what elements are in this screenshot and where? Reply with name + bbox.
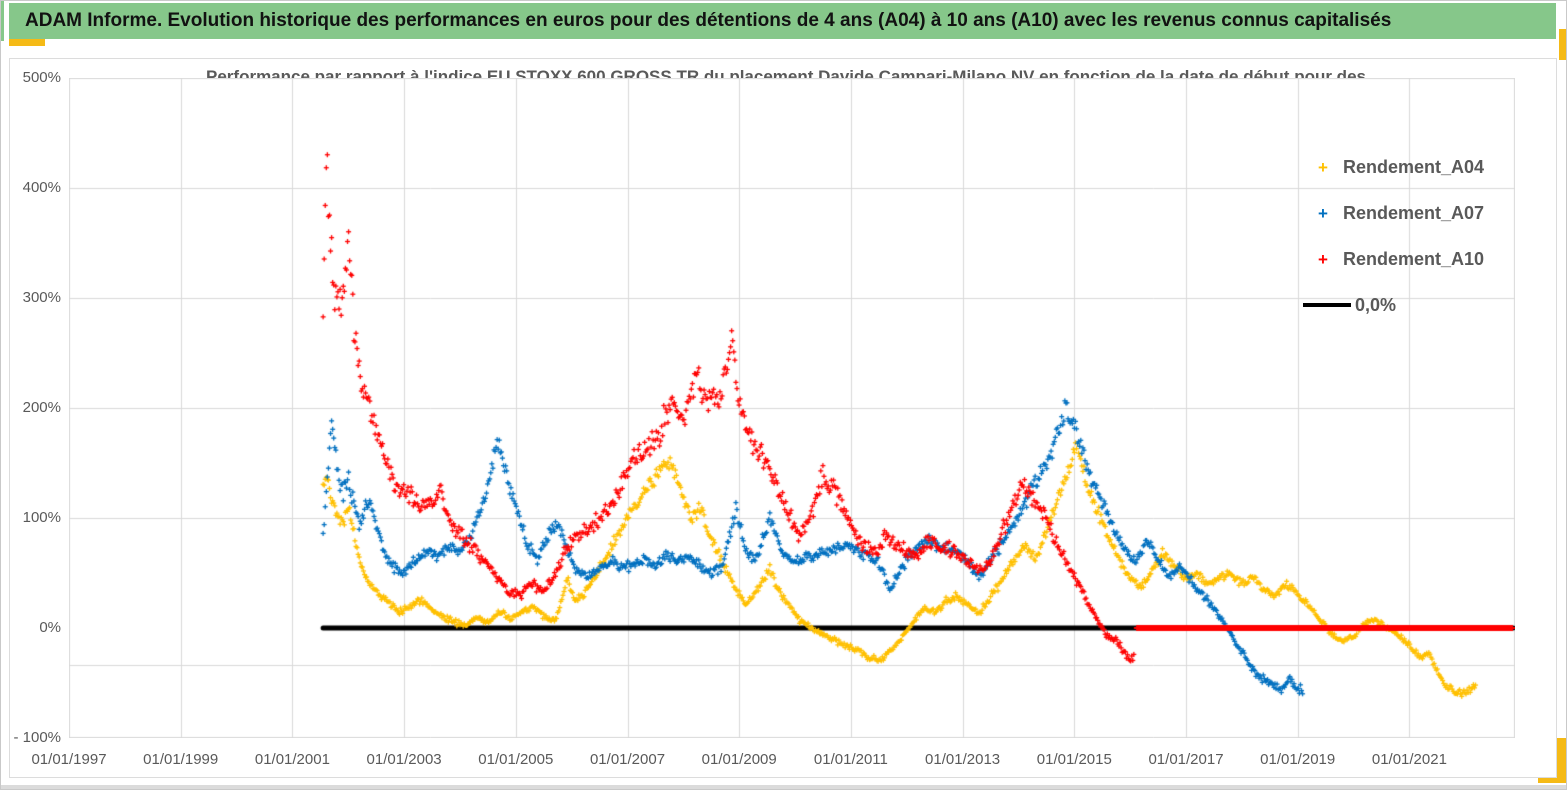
header-banner-cell[interactable]: ADAM Informe. Evolution historique des p…	[9, 3, 1556, 39]
y-axis-tick-label: 0%	[39, 619, 61, 636]
x-axis-tick-label: 01/01/1999	[143, 751, 219, 768]
plus-marker-icon: +	[1318, 157, 1328, 177]
corner-accent-bottom-right-horizontal	[1538, 774, 1566, 783]
legend-label: Rendement_A10	[1343, 248, 1485, 269]
x-axis-tick-label: 01/01/2021	[1371, 751, 1447, 768]
chart-legend: + Rendement_A04 + Rendement_A07 + Rendem…	[1303, 144, 1513, 328]
legend-item-rendement-a07[interactable]: + Rendement_A07	[1303, 190, 1513, 236]
bottom-gray-strip	[1, 785, 1566, 789]
legend-label: Rendement_A07	[1343, 202, 1485, 223]
legend-item-rendement-a04[interactable]: + Rendement_A04	[1303, 144, 1513, 190]
y-axis-tick-label: 500%	[22, 69, 61, 86]
x-axis-tick-label: 01/01/2001	[254, 751, 330, 768]
x-axis-tick-label: 01/01/2007	[589, 751, 666, 768]
x-axis-tick-label: 01/01/2003	[366, 751, 442, 768]
header-banner-title: ADAM Informe. Evolution historique des p…	[25, 10, 1392, 31]
legend-label: Rendement_A04	[1343, 156, 1485, 177]
y-axis-tick-label: - 100%	[13, 729, 61, 746]
y-axis-tick-label: 300%	[22, 289, 61, 306]
corner-accent-bottom-right-vertical	[1557, 738, 1566, 783]
x-axis-tick-label: 01/01/2013	[925, 751, 1001, 768]
x-axis-tick-label: 01/01/2017	[1148, 751, 1224, 768]
x-axis-tick-label: 01/01/2011	[813, 751, 888, 768]
corner-accent-top-left	[9, 39, 45, 46]
corner-accent-top-right	[1559, 29, 1566, 60]
x-axis-tick-label: 01/01/2005	[478, 751, 554, 768]
x-axis-tick-label: 01/01/2019	[1260, 751, 1336, 768]
y-axis-tick-label: 200%	[22, 399, 61, 416]
y-axis-tick-label: 100%	[22, 509, 61, 526]
y-axis-tick-label: 400%	[22, 179, 61, 196]
legend-item-rendement-a10[interactable]: + Rendement_A10	[1303, 236, 1513, 282]
x-axis-tick-label: 01/01/2015	[1036, 751, 1112, 768]
x-axis-tick-label: 01/01/1997	[31, 751, 107, 768]
window-left-edge	[1, 1, 4, 41]
legend-item-zero-line[interactable]: 0,0%	[1303, 282, 1513, 328]
plus-marker-icon: +	[1318, 249, 1328, 269]
plus-marker-icon: +	[1318, 203, 1328, 223]
x-axis-tick-label: 01/01/2009	[701, 751, 777, 768]
legend-label: 0,0%	[1355, 294, 1397, 315]
chart-plot-area[interactable]	[69, 78, 1515, 738]
line-marker-icon	[1303, 303, 1351, 307]
